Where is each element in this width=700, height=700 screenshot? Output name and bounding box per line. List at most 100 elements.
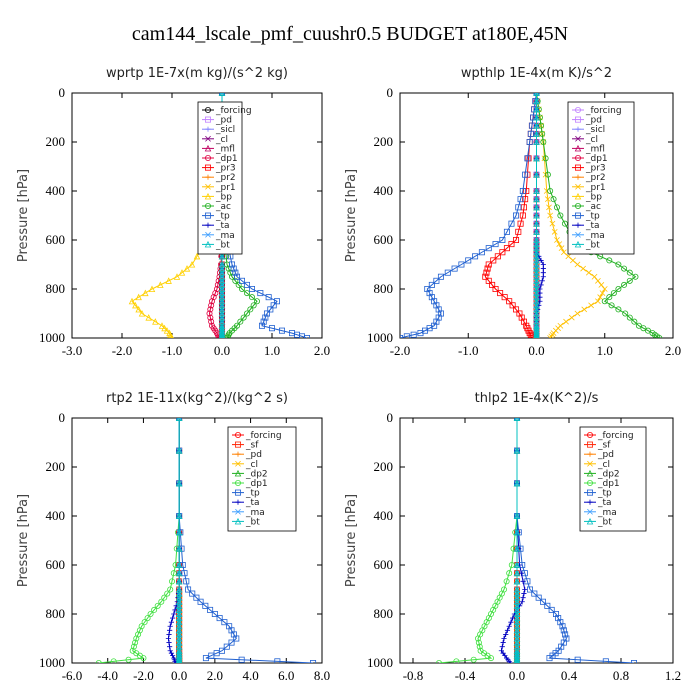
data-point-ta xyxy=(518,570,524,576)
legend-marker xyxy=(204,202,211,209)
data-point-pr1 xyxy=(601,286,608,292)
data-point-tp xyxy=(508,220,515,227)
data-point-bt xyxy=(513,598,521,605)
data-point-tp xyxy=(444,269,451,276)
data-point-tp xyxy=(278,327,285,334)
data-point-bt xyxy=(218,301,226,309)
x-tick-label: 8.0 xyxy=(314,668,330,683)
data-point-bt xyxy=(175,606,183,613)
data-point-bp xyxy=(135,305,142,313)
series-line-tp xyxy=(400,93,537,338)
data-point-dp1 xyxy=(168,578,175,585)
legend-label: _bp xyxy=(585,192,602,202)
data-point-tp xyxy=(524,155,531,162)
data-point-pr3 xyxy=(485,277,492,284)
legend-label: _ma xyxy=(585,231,605,241)
data-point-bt xyxy=(175,622,183,630)
data-point-pr3 xyxy=(506,298,513,305)
legend-label: _mfl xyxy=(215,144,235,154)
y-tick-label: 800 xyxy=(374,281,394,296)
data-point-pr1 xyxy=(588,302,594,309)
y-tick-label: 400 xyxy=(46,183,66,198)
data-point-pr1 xyxy=(546,204,552,211)
legend-marker xyxy=(204,116,211,123)
data-point-ta xyxy=(538,257,544,264)
data-point-bt xyxy=(533,114,540,121)
x-tick-label: -2.0 xyxy=(133,668,154,683)
data-point-ta xyxy=(539,278,545,284)
data-point-tp xyxy=(267,306,274,313)
series-line-ta xyxy=(500,418,526,663)
data-point-bt xyxy=(175,639,183,646)
legend-marker xyxy=(235,499,241,505)
legend-label: _ta xyxy=(585,221,600,231)
data-point-ac xyxy=(615,261,622,268)
panel-title: wprtp 1E-7x(m kg)/(s^2 kg) xyxy=(106,66,288,81)
data-point-bp xyxy=(193,252,201,260)
data-point-tp xyxy=(631,660,638,663)
legend-label: _mfl xyxy=(585,144,605,154)
legend-marker xyxy=(587,508,593,515)
data-point-ta xyxy=(508,619,514,625)
legend-marker xyxy=(574,192,582,200)
x-tick-label: -6.0 xyxy=(62,668,83,683)
data-point-bt xyxy=(533,289,540,297)
data-point-dp1 xyxy=(144,615,151,622)
data-point-tp xyxy=(238,277,245,284)
y-tick-label: 600 xyxy=(374,232,394,247)
data-point-tp xyxy=(602,658,609,663)
legend-marker xyxy=(204,107,211,114)
data-point-tp xyxy=(400,334,403,338)
data-point-bt xyxy=(513,569,521,577)
data-point-pr3 xyxy=(484,265,491,272)
data-point-tp xyxy=(202,655,209,662)
y-tick-label: 400 xyxy=(374,508,394,523)
data-point-bt xyxy=(175,598,183,605)
data-point-tp xyxy=(223,643,230,650)
data-point-ac xyxy=(550,196,557,203)
data-point-tp xyxy=(262,314,269,321)
data-point-bt xyxy=(175,586,183,593)
legend-label: _ma xyxy=(245,508,265,518)
data-point-pr1 xyxy=(563,318,569,325)
y-tick-label: 600 xyxy=(46,557,66,572)
legend-label: _pr1 xyxy=(215,183,236,193)
data-point-pr3 xyxy=(522,196,529,203)
x-tick-label: -0.8 xyxy=(403,668,424,683)
data-point-ac xyxy=(626,269,633,276)
legend-marker xyxy=(204,154,211,161)
data-point-bt xyxy=(175,643,183,650)
data-point-ac xyxy=(621,281,628,288)
legend-label: _forcing xyxy=(245,431,282,441)
legend-marker xyxy=(235,460,241,467)
data-point-pr1 xyxy=(597,294,604,301)
data-point-ac xyxy=(557,212,564,219)
data-point-tp xyxy=(257,290,264,297)
data-point-bt xyxy=(513,447,521,454)
y-axis-label: Pressure [hPa] xyxy=(344,169,359,262)
series-line-pr3 xyxy=(484,93,537,338)
data-point-bt xyxy=(175,635,183,642)
data-point-bt xyxy=(218,310,226,317)
x-tick-label: 0.0 xyxy=(509,668,525,683)
series-group xyxy=(95,418,317,663)
legend-marker xyxy=(586,469,594,477)
legend-label: _bt xyxy=(215,240,230,250)
data-point-bt xyxy=(533,314,540,321)
data-point-bt xyxy=(218,318,226,325)
x-tick-label: 1.0 xyxy=(597,343,613,358)
data-point-bt xyxy=(175,569,183,577)
panels: wprtp 1E-7x(m kg)/(s^2 kg) Pressure [hPa]… xyxy=(16,66,681,683)
legend-label: _pr2 xyxy=(215,173,236,183)
legend-marker xyxy=(205,183,211,190)
data-point-bt xyxy=(175,594,183,601)
data-point-pr1 xyxy=(585,269,592,276)
data-point-ac xyxy=(237,318,244,325)
data-point-bt xyxy=(533,203,540,211)
data-point-bt xyxy=(218,297,226,305)
data-point-dp1 xyxy=(208,302,215,309)
data-point-tp xyxy=(540,598,547,605)
data-point-pr3 xyxy=(519,212,526,219)
legend: _forcing_pd_sicl_cl_mfl_dp1_pr3_pr2_pr1_… xyxy=(567,101,635,255)
data-point-dp1 xyxy=(133,635,140,642)
